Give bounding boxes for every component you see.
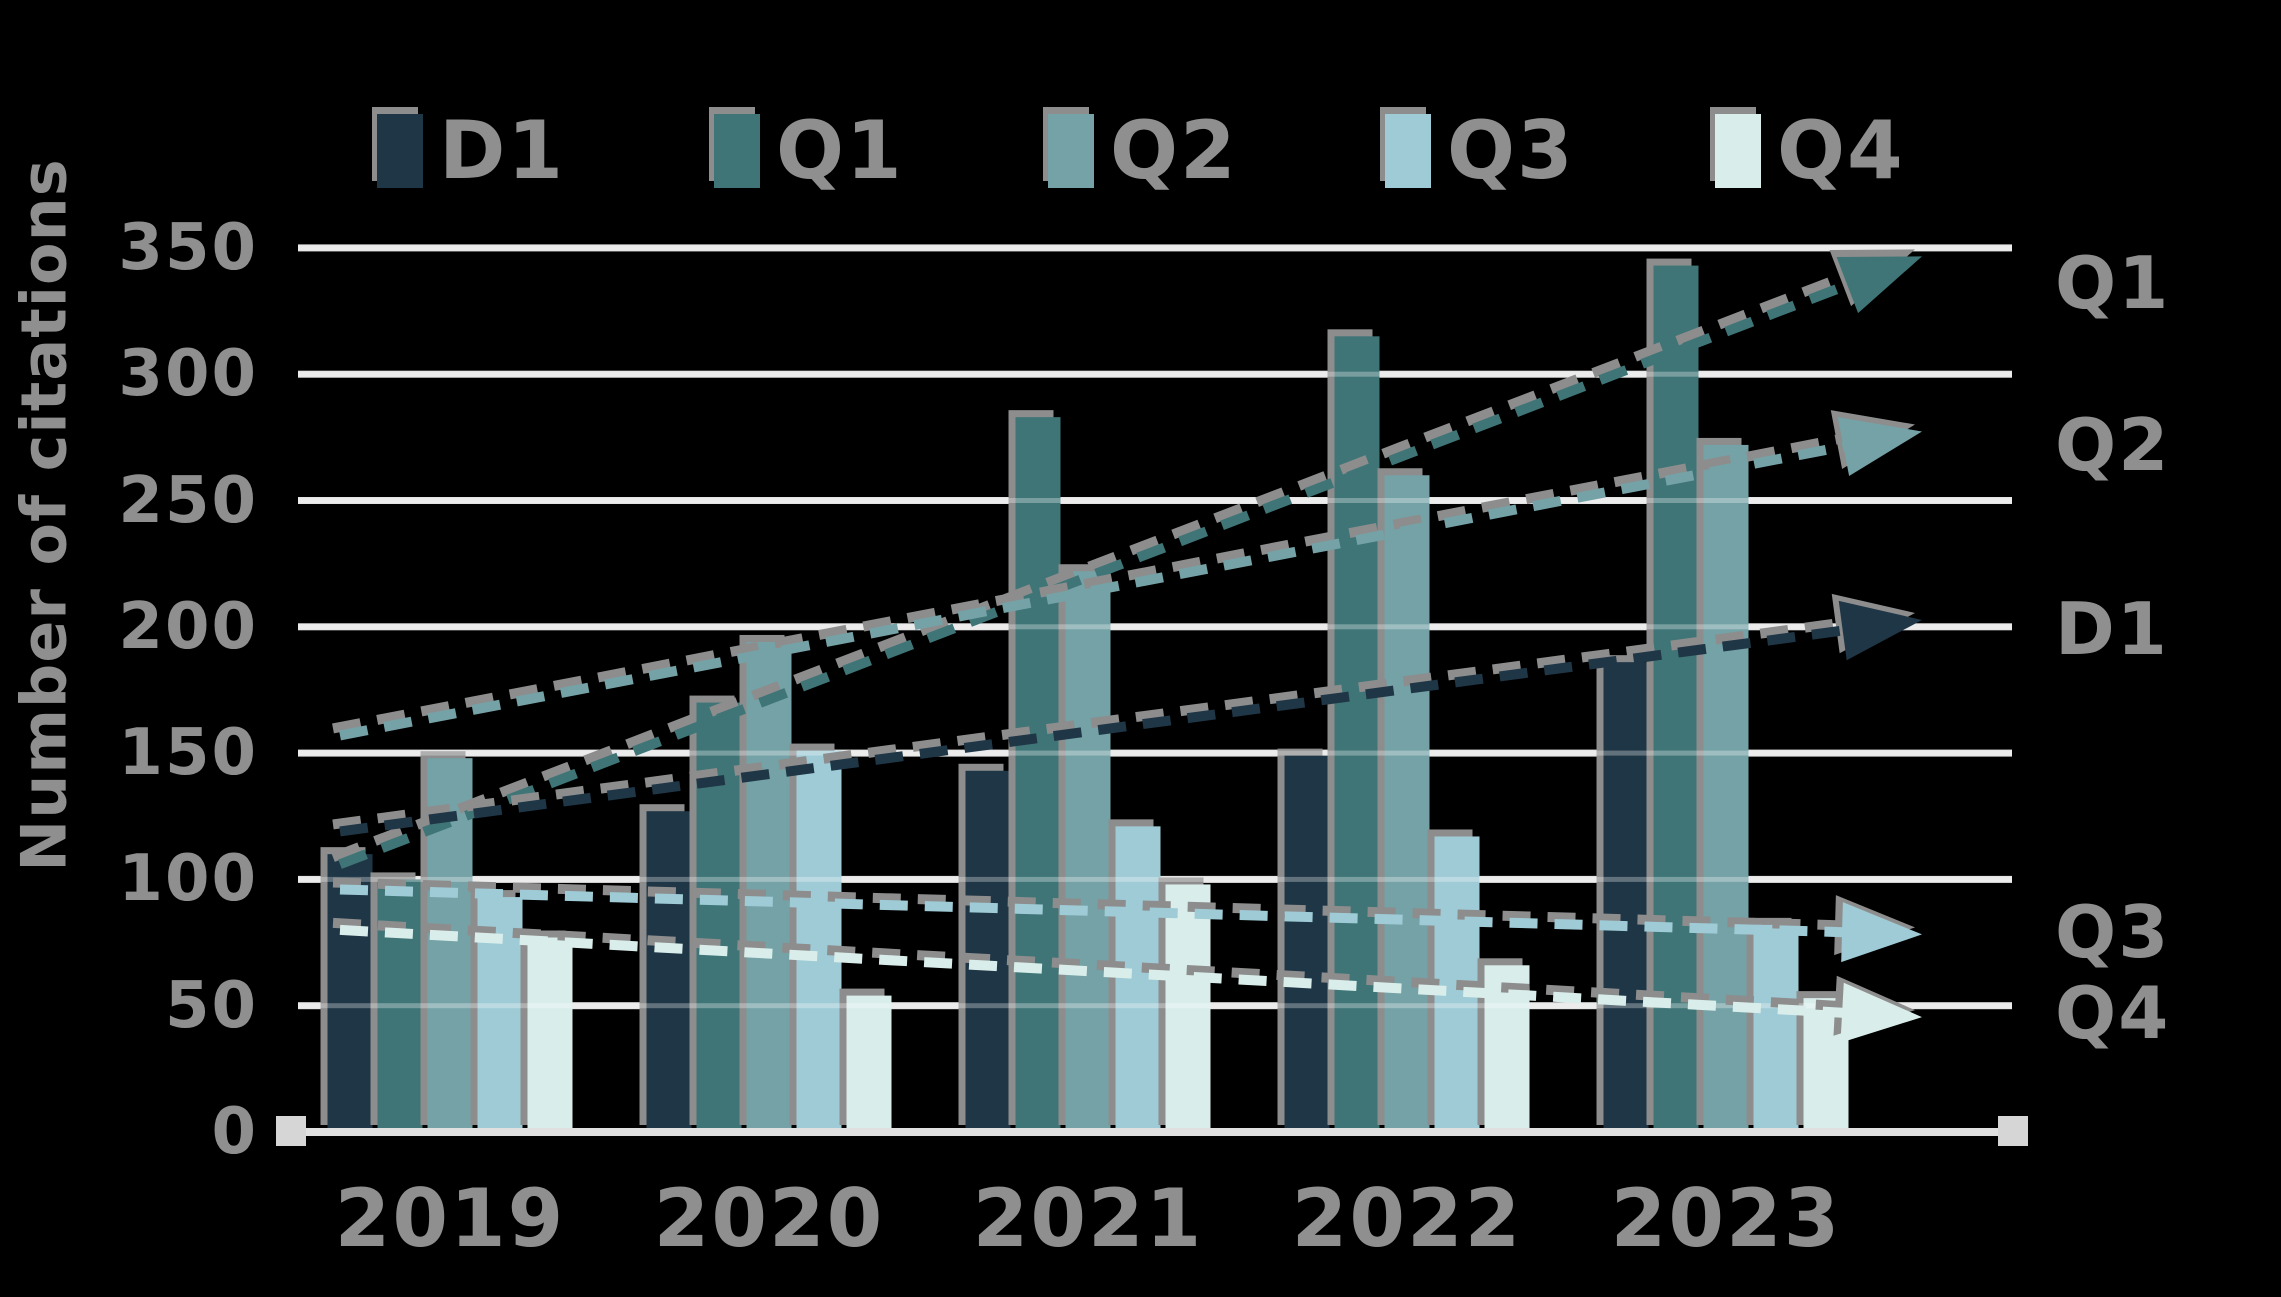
trend-end-label: D1 (2055, 587, 2169, 672)
trend-line-shadow (332, 617, 1846, 830)
legend-item: D1 (377, 104, 565, 197)
gridline (298, 497, 2012, 504)
legend-swatch (1715, 113, 1761, 188)
legend-item: Q2 (1048, 104, 1238, 197)
legend-label: Q1 (776, 104, 904, 197)
trend-end-label: Q3 (2055, 890, 2171, 975)
trend-line (339, 924, 1853, 1019)
y-tick-label: 150 (118, 716, 258, 791)
trend-line-shadow (332, 877, 1846, 931)
trend-arrow-icon (1838, 600, 1922, 661)
legend-label: D1 (439, 104, 566, 197)
bar (1015, 417, 1061, 1133)
gridline-overlay (298, 371, 2012, 377)
x-tick-label: 2021 (972, 1172, 1204, 1265)
trend-arrow-icon (1836, 256, 1922, 314)
legend-swatch (1048, 113, 1094, 188)
trend-arrow-icon (1840, 982, 1922, 1043)
legend-item: Q4 (1715, 104, 1905, 197)
y-tick-label: 50 (164, 968, 258, 1043)
bar (1653, 265, 1699, 1132)
legend-label: Q4 (1777, 104, 1905, 197)
y-tick-label: 200 (118, 589, 258, 664)
legend: D1 Q1 Q2 Q3 Q4 (0, 0, 2281, 200)
legend-swatch (714, 113, 760, 188)
y-tick-label: 300 (118, 337, 258, 412)
bar (1065, 571, 1111, 1132)
legend-swatch (1385, 113, 1431, 188)
bar (1284, 755, 1330, 1132)
bar (1334, 336, 1380, 1132)
legend-item: Q1 (714, 104, 904, 197)
bar (1603, 662, 1649, 1132)
axis-end-cap (1998, 1116, 2028, 1146)
bar (1384, 475, 1430, 1132)
trend-arrow-icon (1837, 417, 1922, 477)
bar (1753, 924, 1799, 1132)
trend-line (339, 884, 1853, 938)
bar (527, 937, 573, 1132)
gridline-overlay (298, 245, 2012, 251)
trend-end-label: Q4 (2055, 971, 2171, 1056)
bar (746, 641, 792, 1132)
trend-line (339, 624, 1853, 837)
trend-arrow-icon (1841, 902, 1922, 963)
x-axis-line (292, 1128, 2018, 1136)
gridline-overlay (298, 750, 2012, 756)
trend-end-label: Q1 (2055, 241, 2171, 326)
gridline (298, 370, 2012, 378)
legend-label: Q2 (1110, 104, 1238, 197)
bar (846, 995, 892, 1132)
bar (646, 811, 692, 1132)
y-tick-label: 0 (211, 1095, 258, 1169)
x-tick-label: 2020 (653, 1172, 885, 1265)
legend-label: Q3 (1447, 104, 1575, 197)
gridline-overlay (298, 1003, 2012, 1009)
legend-swatch (377, 113, 423, 188)
gridline (298, 623, 2012, 631)
y-tick-label: 350 (118, 210, 258, 285)
trend-line-shadow (332, 917, 1846, 1012)
y-tick-label: 100 (118, 842, 258, 917)
gridline (298, 244, 2012, 252)
trend-line-shadow (332, 433, 1846, 734)
bar (1703, 444, 1749, 1133)
gridline-overlay (298, 876, 2012, 882)
gridline-overlay (298, 498, 2012, 503)
bar (796, 750, 842, 1132)
y-tick-label: 250 (118, 463, 258, 538)
bar (327, 854, 373, 1132)
trend-line (339, 440, 1853, 741)
bar (965, 770, 1011, 1132)
x-tick-label: 2023 (1610, 1172, 1842, 1265)
x-tick-label: 2022 (1291, 1172, 1523, 1265)
trend-end-label: Q2 (2055, 402, 2171, 487)
gridline (298, 749, 2012, 757)
bar (1165, 884, 1211, 1132)
gridline-overlay (298, 624, 2012, 630)
axis-end-cap (276, 1116, 306, 1146)
x-tick-label: 2019 (334, 1172, 566, 1265)
legend-item: Q3 (1385, 104, 1575, 197)
